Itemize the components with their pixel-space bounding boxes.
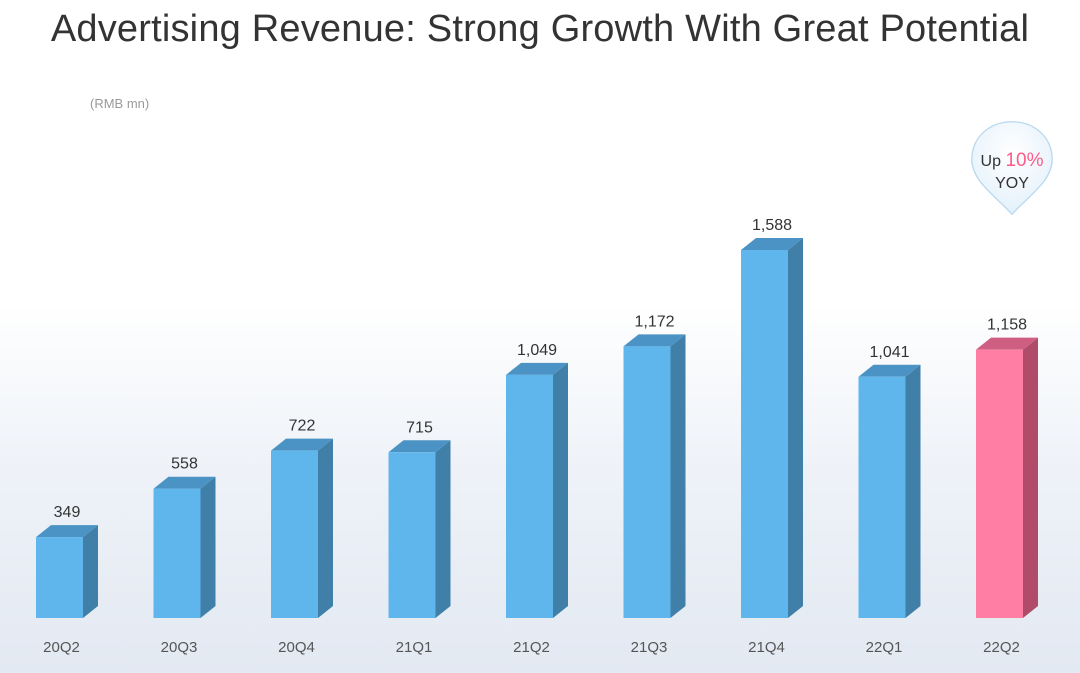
bar-21Q1 (388, 452, 436, 618)
x-tick-20Q2: 20Q2 (43, 639, 80, 656)
bar-side-22Q1 (905, 364, 921, 618)
yoy-suffix: YOY (995, 175, 1029, 192)
data-label-20Q2: 349 (54, 504, 81, 521)
bar-side-21Q1 (435, 440, 451, 618)
bar-top-21Q1 (388, 440, 451, 453)
bar-top-20Q4 (271, 438, 333, 451)
data-label-21Q1: 715 (406, 419, 433, 436)
yoy-value: 10% (1005, 150, 1044, 171)
bar-21Q3 (623, 346, 671, 618)
yoy-callout-bubble (971, 121, 1053, 216)
bar-side-21Q4 (788, 238, 803, 618)
bar-20Q3 (153, 488, 201, 618)
yoy-prefix: Up (980, 153, 1001, 170)
bar-21Q2 (506, 374, 553, 618)
unit-label: (RMB mn) (90, 96, 150, 111)
bar-22Q2 (976, 349, 1023, 618)
bar-top-22Q1 (858, 364, 921, 377)
data-label-21Q3: 1,172 (634, 313, 674, 330)
bar-side-22Q2 (1023, 337, 1038, 618)
bar-side-20Q3 (200, 476, 216, 618)
data-label-20Q4: 722 (289, 418, 316, 435)
x-tick-20Q4: 20Q4 (278, 639, 315, 656)
bar-top-22Q2 (976, 337, 1038, 350)
bar-top-21Q3 (623, 334, 686, 347)
data-label-22Q1: 1,041 (869, 344, 909, 361)
bar-top-20Q3 (153, 476, 216, 489)
bar-side-21Q3 (670, 334, 686, 618)
x-tick-21Q1: 21Q1 (396, 639, 433, 656)
x-tick-21Q3: 21Q3 (631, 639, 668, 656)
x-tick-20Q3: 20Q3 (161, 639, 198, 656)
x-tick-22Q2: 22Q2 (983, 639, 1020, 656)
bar-top-21Q2 (506, 362, 568, 375)
bar-20Q2 (36, 537, 83, 618)
x-tick-22Q1: 22Q1 (866, 639, 903, 656)
data-label-21Q4: 1,588 (752, 217, 792, 234)
bar-side-20Q4 (318, 438, 333, 618)
bar-top-20Q2 (36, 525, 98, 538)
bar-side-21Q2 (553, 362, 568, 618)
data-label-22Q2: 1,158 (987, 317, 1027, 334)
x-tick-21Q2: 21Q2 (513, 639, 550, 656)
bar-21Q4 (741, 250, 788, 618)
bar-side-20Q2 (83, 525, 98, 618)
bar-top-21Q4 (741, 238, 803, 250)
yoy-callout-text: Up 10% YOY (964, 150, 1060, 195)
data-label-20Q3: 558 (171, 456, 198, 473)
chart-title: Advertising Revenue: Strong Growth With … (50, 8, 1030, 50)
x-tick-21Q4: 21Q4 (748, 639, 785, 656)
bar-20Q4 (271, 450, 318, 618)
data-label-21Q2: 1,049 (517, 342, 557, 359)
bar-22Q1 (858, 376, 906, 618)
